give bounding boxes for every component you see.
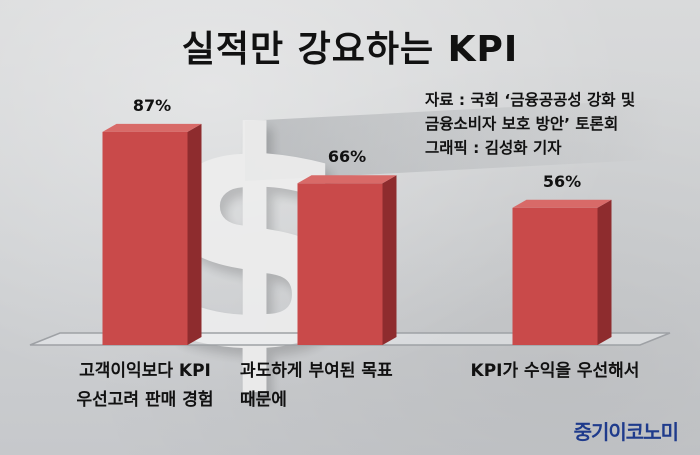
- source-line-1: 자료 : 국회 ‘금융공공성 강화 및: [425, 91, 636, 109]
- bar-1: [102, 123, 202, 345]
- source-line-2: 금융소비자 보호 방안’ 토론회: [425, 115, 619, 133]
- bar-front-2: [297, 183, 383, 345]
- value-label-2: 66%: [327, 147, 367, 167]
- bar-2: [297, 175, 397, 345]
- category-label-2-line-2: 때문에: [240, 390, 287, 410]
- bar-front-3: [512, 207, 598, 345]
- publisher-logo: 중기이코노미: [573, 420, 679, 444]
- category-label-1-line-2: 우선고려 판매 경험: [76, 390, 214, 410]
- category-label-2-line-1: 과도하게 부여된 목표: [240, 361, 393, 381]
- category-label-3: KPI가 수익을 우선해서: [450, 357, 660, 386]
- bar-3: [512, 199, 612, 345]
- source-line-3: 그래픽 : 김성화 기자: [425, 139, 562, 157]
- bar-top-1: [102, 123, 202, 132]
- category-label-3-line-1: KPI가 수익을 우선해서: [470, 361, 640, 381]
- category-label-1-line-1: 고객이익보다 KPI: [79, 361, 211, 381]
- chart-title: 실적만 강요하는 KPI: [181, 29, 519, 70]
- value-label-1: 87%: [132, 95, 172, 115]
- bar-top-2: [297, 175, 397, 184]
- source-note: 자료 : 국회 ‘금융공공성 강화 및 금융소비자 보호 방안’ 토론회 그래픽…: [425, 88, 695, 160]
- bar-top-3: [512, 199, 612, 208]
- bar-side-1: [187, 123, 202, 345]
- bar-side-3: [597, 199, 612, 345]
- value-label-3: 56%: [542, 171, 582, 191]
- bar-side-2: [382, 175, 397, 345]
- category-label-1: 고객이익보다 KPI 우선고려 판매 경험: [40, 357, 250, 415]
- bar-front-1: [102, 131, 188, 345]
